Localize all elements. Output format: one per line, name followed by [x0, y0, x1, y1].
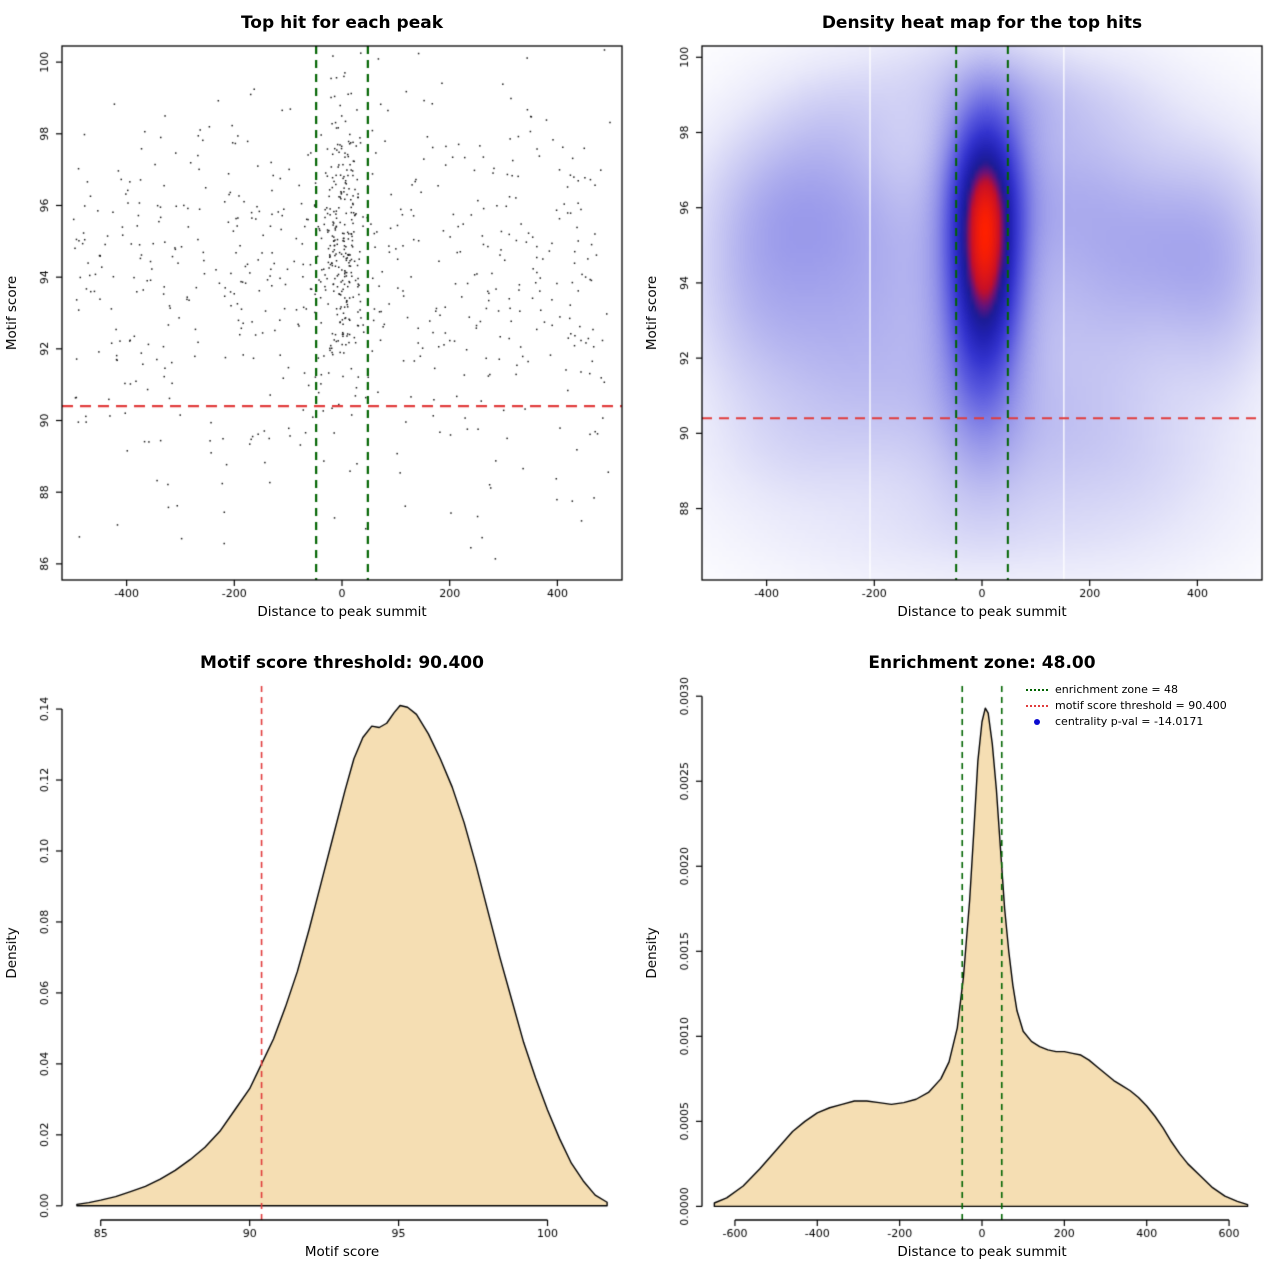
heatmap-title: Density heat map for the top hits	[821, 13, 1143, 33]
green-dotted-line-icon	[1026, 688, 1048, 691]
score-density-title: Motif score threshold: 90.400	[200, 653, 484, 673]
distance-density-ylabel: Density	[644, 927, 660, 979]
legend-label-centrality-pval: centrality p-val = -14.0171	[1055, 714, 1204, 728]
distance-density-plot-canvas	[640, 640, 1280, 1280]
panel-density-heatmap: Density heat map for the top hits Distan…	[640, 0, 1280, 640]
red-dotted-line-icon	[1026, 704, 1048, 707]
score-density-ylabel: Density	[4, 927, 20, 979]
scatter-xlabel: Distance to peak summit	[257, 604, 427, 620]
scatter-title: Top hit for each peak	[240, 13, 444, 33]
score-density-xlabel: Motif score	[304, 1244, 380, 1260]
heatmap-ylabel: Motif score	[644, 275, 660, 351]
heatmap-xlabel: Distance to peak summit	[897, 604, 1067, 620]
scatter-ylabel: Motif score	[4, 275, 20, 351]
distance-density-xlabel: Distance to peak summit	[897, 1244, 1067, 1260]
heatmap-plot-canvas	[640, 0, 1280, 640]
legend-item-enrichment-zone: enrichment zone = 48	[1026, 682, 1227, 697]
legend-label-score-threshold: motif score threshold = 90.400	[1055, 698, 1227, 712]
plot-legend: enrichment zone = 48 motif score thresho…	[1026, 682, 1227, 729]
panel-top-hit-scatter: Top hit for each peak Distance to peak s…	[0, 0, 640, 640]
legend-label-enrichment-zone: enrichment zone = 48	[1055, 682, 1179, 696]
score-density-plot-canvas	[0, 640, 640, 1280]
panel-motif-score-density: Motif score threshold: 90.400 Motif scor…	[0, 640, 640, 1280]
blue-dot-icon	[1034, 718, 1040, 725]
scatter-plot-canvas	[0, 0, 640, 640]
panel-distance-density: Enrichment zone: 48.00 Distance to peak …	[640, 640, 1280, 1280]
distance-density-title: Enrichment zone: 48.00	[868, 653, 1096, 673]
legend-item-centrality-pval: centrality p-val = -14.0171	[1026, 714, 1227, 729]
legend-item-score-threshold: motif score threshold = 90.400	[1026, 698, 1227, 713]
